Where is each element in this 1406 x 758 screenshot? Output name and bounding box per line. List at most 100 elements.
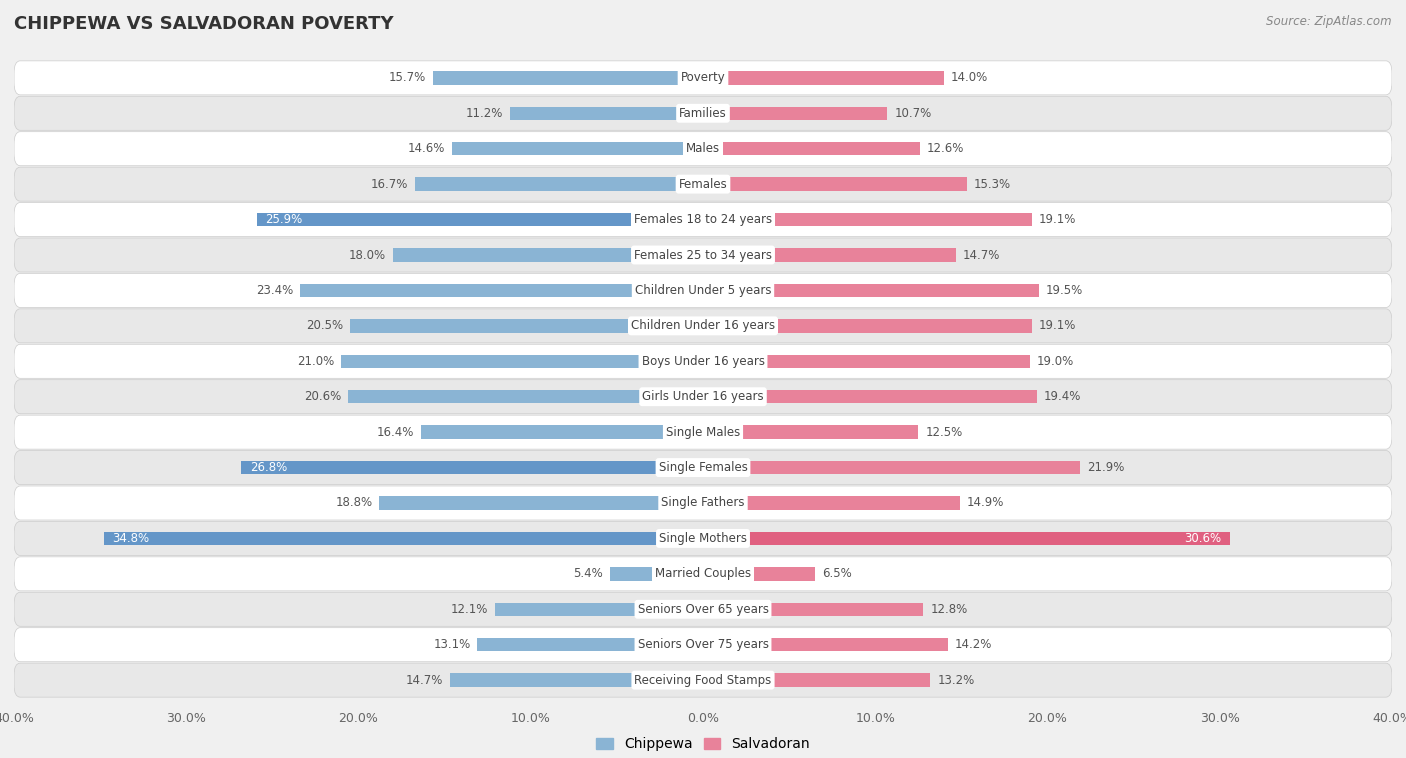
- Text: 20.6%: 20.6%: [304, 390, 342, 403]
- Text: Females 18 to 24 years: Females 18 to 24 years: [634, 213, 772, 226]
- Text: 34.8%: 34.8%: [112, 532, 149, 545]
- Bar: [478, 638, 703, 651]
- FancyBboxPatch shape: [14, 557, 1392, 591]
- Text: Boys Under 16 years: Boys Under 16 years: [641, 355, 765, 368]
- Bar: [703, 638, 948, 651]
- Bar: [495, 603, 703, 616]
- Text: 30.6%: 30.6%: [1184, 532, 1222, 545]
- Bar: [242, 461, 703, 475]
- Text: Females 25 to 34 years: Females 25 to 34 years: [634, 249, 772, 262]
- Text: Children Under 16 years: Children Under 16 years: [631, 319, 775, 332]
- Text: 19.1%: 19.1%: [1039, 213, 1076, 226]
- Text: Children Under 5 years: Children Under 5 years: [634, 284, 772, 297]
- Text: 26.8%: 26.8%: [250, 461, 287, 474]
- Bar: [703, 177, 966, 191]
- Text: 14.7%: 14.7%: [963, 249, 1001, 262]
- Text: Married Couples: Married Couples: [655, 567, 751, 581]
- Text: Males: Males: [686, 143, 720, 155]
- Text: CHIPPEWA VS SALVADORAN POVERTY: CHIPPEWA VS SALVADORAN POVERTY: [14, 15, 394, 33]
- Text: 20.5%: 20.5%: [307, 319, 343, 332]
- Text: 19.0%: 19.0%: [1038, 355, 1074, 368]
- FancyBboxPatch shape: [14, 238, 1392, 272]
- Text: 14.6%: 14.6%: [408, 143, 444, 155]
- FancyBboxPatch shape: [14, 628, 1392, 662]
- Bar: [703, 213, 1032, 227]
- Text: 13.2%: 13.2%: [938, 674, 974, 687]
- Text: Poverty: Poverty: [681, 71, 725, 84]
- Text: 11.2%: 11.2%: [465, 107, 503, 120]
- Text: 14.0%: 14.0%: [950, 71, 988, 84]
- FancyBboxPatch shape: [14, 592, 1392, 626]
- Text: Source: ZipAtlas.com: Source: ZipAtlas.com: [1267, 15, 1392, 28]
- Bar: [703, 673, 931, 687]
- Text: 15.7%: 15.7%: [388, 71, 426, 84]
- Bar: [703, 390, 1038, 403]
- Text: Seniors Over 75 years: Seniors Over 75 years: [637, 638, 769, 651]
- FancyBboxPatch shape: [14, 274, 1392, 308]
- Bar: [451, 142, 703, 155]
- Bar: [420, 425, 703, 439]
- Text: Single Males: Single Males: [666, 426, 740, 439]
- Bar: [380, 496, 703, 509]
- FancyBboxPatch shape: [14, 486, 1392, 520]
- Text: Single Mothers: Single Mothers: [659, 532, 747, 545]
- Bar: [342, 355, 703, 368]
- Bar: [433, 71, 703, 85]
- Text: 19.5%: 19.5%: [1046, 284, 1083, 297]
- Bar: [350, 319, 703, 333]
- Bar: [703, 319, 1032, 333]
- Bar: [703, 71, 945, 85]
- Text: 12.8%: 12.8%: [931, 603, 967, 615]
- Text: Single Females: Single Females: [658, 461, 748, 474]
- Bar: [703, 461, 1080, 475]
- Bar: [349, 390, 703, 403]
- Text: 12.1%: 12.1%: [450, 603, 488, 615]
- Bar: [703, 249, 956, 262]
- Bar: [703, 567, 815, 581]
- Bar: [257, 213, 703, 227]
- Text: Single Fathers: Single Fathers: [661, 496, 745, 509]
- Bar: [392, 249, 703, 262]
- Text: 14.9%: 14.9%: [966, 496, 1004, 509]
- FancyBboxPatch shape: [14, 380, 1392, 414]
- Bar: [703, 283, 1039, 297]
- FancyBboxPatch shape: [14, 450, 1392, 484]
- Text: 19.4%: 19.4%: [1045, 390, 1081, 403]
- Text: Families: Families: [679, 107, 727, 120]
- Text: Receiving Food Stamps: Receiving Food Stamps: [634, 674, 772, 687]
- FancyBboxPatch shape: [14, 132, 1392, 166]
- FancyBboxPatch shape: [14, 415, 1392, 449]
- Text: Females: Females: [679, 177, 727, 191]
- Text: 10.7%: 10.7%: [894, 107, 931, 120]
- Legend: Chippewa, Salvadoran: Chippewa, Salvadoran: [591, 731, 815, 756]
- Text: 16.4%: 16.4%: [377, 426, 413, 439]
- FancyBboxPatch shape: [14, 344, 1392, 378]
- Bar: [703, 425, 918, 439]
- Text: 12.5%: 12.5%: [925, 426, 963, 439]
- Text: 21.9%: 21.9%: [1087, 461, 1125, 474]
- FancyBboxPatch shape: [14, 309, 1392, 343]
- Text: 21.0%: 21.0%: [297, 355, 335, 368]
- FancyBboxPatch shape: [14, 61, 1392, 95]
- Text: 13.1%: 13.1%: [433, 638, 471, 651]
- Text: 19.1%: 19.1%: [1039, 319, 1076, 332]
- Text: Girls Under 16 years: Girls Under 16 years: [643, 390, 763, 403]
- Bar: [450, 673, 703, 687]
- Bar: [703, 531, 1230, 545]
- Text: 12.6%: 12.6%: [927, 143, 965, 155]
- Text: 15.3%: 15.3%: [973, 177, 1011, 191]
- Text: 23.4%: 23.4%: [256, 284, 292, 297]
- FancyBboxPatch shape: [14, 96, 1392, 130]
- Text: Seniors Over 65 years: Seniors Over 65 years: [637, 603, 769, 615]
- Text: 16.7%: 16.7%: [371, 177, 409, 191]
- Text: 18.8%: 18.8%: [335, 496, 373, 509]
- FancyBboxPatch shape: [14, 202, 1392, 236]
- Bar: [703, 107, 887, 120]
- Text: 6.5%: 6.5%: [823, 567, 852, 581]
- Text: 25.9%: 25.9%: [266, 213, 302, 226]
- Bar: [415, 177, 703, 191]
- Text: 18.0%: 18.0%: [349, 249, 387, 262]
- Text: 5.4%: 5.4%: [574, 567, 603, 581]
- Bar: [703, 142, 920, 155]
- FancyBboxPatch shape: [14, 663, 1392, 697]
